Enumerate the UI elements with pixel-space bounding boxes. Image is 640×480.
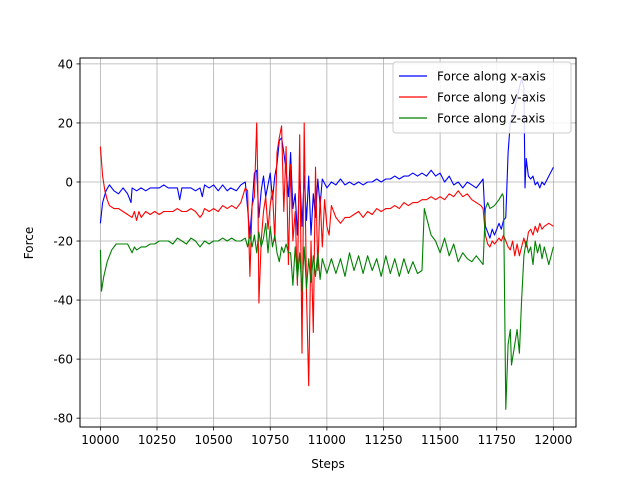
x-axis-ticks: 10000 10250 10500 10750 11000 11250 11500 11750… [81,427,572,447]
y-tick-label: -60 [53,353,73,367]
y-axis-title: Force [22,227,36,259]
series-line-3 [99,193,554,410]
legend-label: Force along y-axis [437,91,546,105]
y-tick-label: -80 [53,412,73,426]
plot-frame [79,57,577,428]
series-line-2 [99,122,554,387]
x-tick-label: 10750 [251,433,289,447]
y-axis-ticks: 40 20 0 -20 -40 -60 -80 [53,57,80,426]
x-tick-label: 10250 [138,433,176,447]
x-tick-label: 11750 [478,433,516,447]
legend-label: Force along x-axis [437,70,546,84]
series-layer [99,78,554,410]
x-tick-label: 10000 [81,433,119,447]
y-tick-label: -40 [53,294,73,308]
x-tick-label: 12000 [534,433,572,447]
y-tick-label: -20 [53,235,73,249]
x-tick-label: 11500 [421,433,459,447]
legend-box [392,61,572,134]
y-tick-label: 0 [65,175,73,189]
y-tick-label: 40 [58,57,73,71]
x-tick-label: 11250 [364,433,402,447]
x-tick-label: 11000 [308,433,346,447]
series-line-1 [99,78,554,239]
legend-label: Force along z-axis [437,112,545,126]
legend: Force along x-axis Force along y-axis Forc… [392,61,572,134]
x-tick-label: 10500 [195,433,233,447]
y-tick-label: 20 [58,116,73,130]
x-axis-title: Steps [311,457,345,471]
